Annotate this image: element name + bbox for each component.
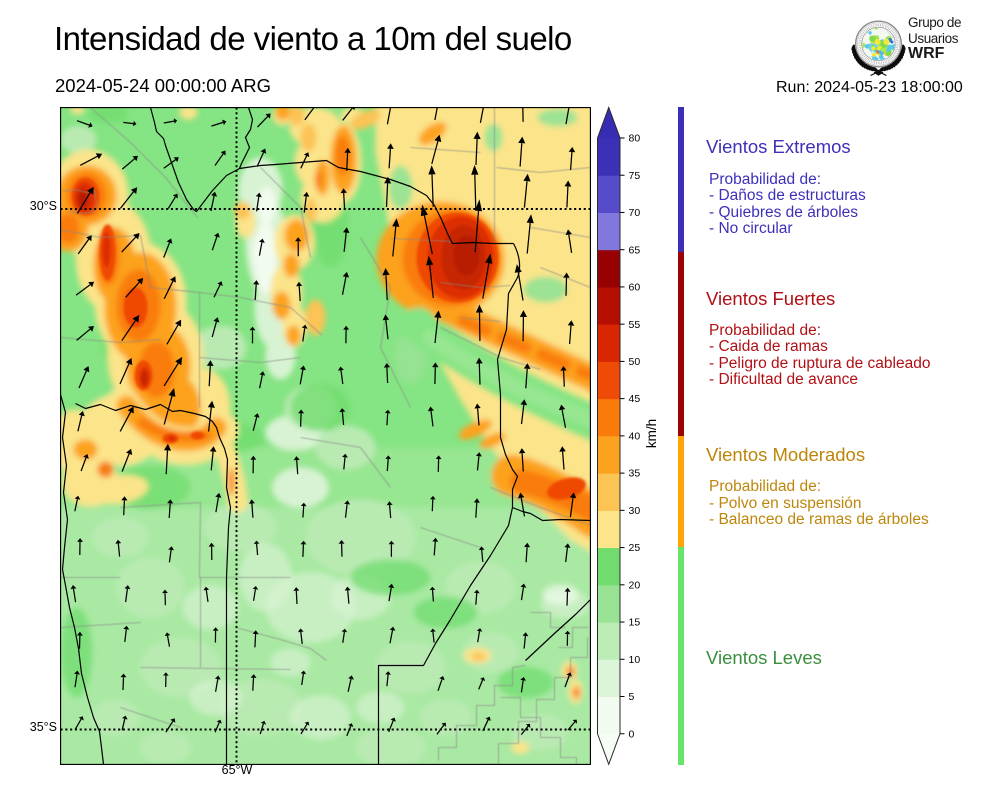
- svg-text:0: 0: [629, 728, 635, 740]
- svg-text:10: 10: [629, 654, 641, 666]
- svg-text:30: 30: [629, 505, 641, 517]
- svg-text:50: 50: [629, 356, 641, 368]
- svg-text:65: 65: [629, 244, 641, 256]
- svg-text:45: 45: [629, 393, 641, 405]
- svg-text:40: 40: [629, 430, 641, 442]
- svg-text:35: 35: [629, 468, 641, 480]
- svg-text:20: 20: [629, 579, 641, 591]
- svg-text:80: 80: [629, 133, 641, 145]
- svg-text:60: 60: [629, 282, 641, 294]
- svg-text:55: 55: [629, 319, 641, 331]
- svg-text:75: 75: [629, 170, 641, 182]
- svg-text:70: 70: [629, 207, 641, 219]
- svg-text:25: 25: [629, 542, 641, 554]
- svg-text:5: 5: [629, 691, 635, 703]
- svg-text:15: 15: [629, 617, 641, 629]
